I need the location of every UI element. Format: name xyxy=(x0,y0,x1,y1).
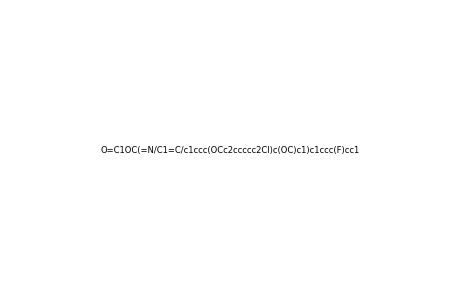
Text: O=C1OC(=N/C1=C/c1ccc(OCc2ccccc2Cl)c(OC)c1)c1ccc(F)cc1: O=C1OC(=N/C1=C/c1ccc(OCc2ccccc2Cl)c(OC)c… xyxy=(100,146,359,154)
